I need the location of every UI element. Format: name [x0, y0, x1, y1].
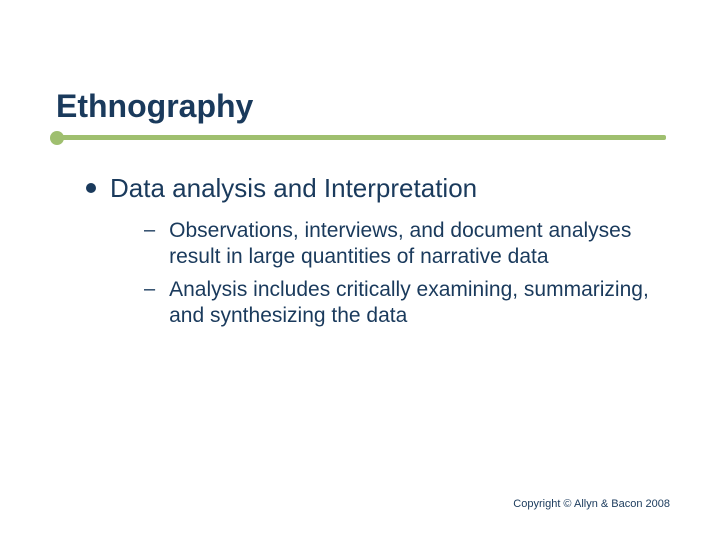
sub-bullet-item: – Analysis includes critically examining…	[144, 277, 680, 330]
sub-bullet-text: Observations, interviews, and document a…	[169, 218, 680, 271]
sub-bullet-item: – Observations, interviews, and document…	[144, 218, 680, 271]
sub-bullet-text: Analysis includes critically examining, …	[169, 277, 680, 330]
underline-bar	[56, 135, 666, 140]
bullet-icon	[86, 183, 96, 193]
slide-title: Ethnography	[56, 88, 680, 125]
dash-icon: –	[144, 278, 155, 301]
sub-bullet-list: – Observations, interviews, and document…	[86, 218, 680, 329]
slide-container: Ethnography Data analysis and Interpreta…	[0, 0, 720, 540]
dash-icon: –	[144, 219, 155, 242]
title-underline	[56, 131, 676, 145]
main-bullet-text: Data analysis and Interpretation	[110, 173, 477, 204]
content-area: Data analysis and Interpretation – Obser…	[56, 173, 680, 329]
copyright-footer: Copyright © Allyn & Bacon 2008	[513, 498, 670, 510]
main-bullet-item: Data analysis and Interpretation	[86, 173, 680, 204]
